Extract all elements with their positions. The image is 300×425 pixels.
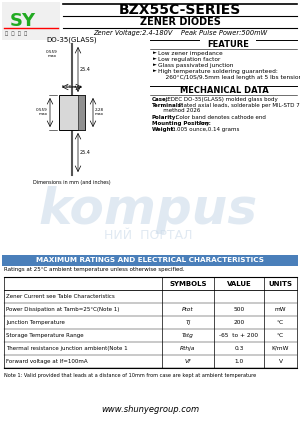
Text: °C: °C [277, 320, 284, 325]
Text: Dimensions in mm (and inches): Dimensions in mm (and inches) [33, 180, 111, 185]
Text: 500: 500 [233, 307, 244, 312]
Text: 0.559
max: 0.559 max [46, 50, 58, 58]
Text: Low zener impedance: Low zener impedance [158, 51, 223, 56]
Text: SYMBOLS: SYMBOLS [169, 280, 207, 286]
Text: Tstg: Tstg [182, 333, 194, 338]
Text: ►: ► [153, 62, 157, 68]
Text: MECHANICAL DATA: MECHANICAL DATA [180, 86, 268, 95]
Text: ►: ► [153, 51, 157, 56]
Text: www.shunyegroup.com: www.shunyegroup.com [101, 405, 199, 414]
Text: ►: ► [153, 57, 157, 62]
Text: Thermal resistance junction ambient(Note 1: Thermal resistance junction ambient(Note… [6, 346, 127, 351]
Bar [2, 255, 298, 266]
Bar [200, 40, 256, 49]
Text: Low regulation factor: Low regulation factor [158, 57, 220, 62]
Text: 25.4: 25.4 [80, 150, 91, 155]
Text: 260°C/10S/9.5mm lead length at 5 lbs tension: 260°C/10S/9.5mm lead length at 5 lbs ten… [158, 74, 300, 79]
Bar [59, 95, 85, 130]
Text: Polarity:: Polarity: [152, 114, 179, 119]
Text: V: V [278, 359, 283, 364]
Text: Plated axial leads, solderable per MIL-STD 750,: Plated axial leads, solderable per MIL-S… [177, 102, 300, 108]
Text: Zener Voltage:2.4-180V    Peak Pulse Power:500mW: Zener Voltage:2.4-180V Peak Pulse Power:… [93, 30, 267, 36]
Text: Tj: Tj [185, 320, 190, 325]
Text: Ptot: Ptot [182, 307, 194, 312]
Text: FEATURE: FEATURE [207, 40, 249, 49]
Text: Note 1: Valid provided that leads at a distance of 10mm from case are kept at am: Note 1: Valid provided that leads at a d… [4, 374, 256, 379]
Bar [78, 95, 85, 130]
Text: -65  to + 200: -65 to + 200 [219, 333, 259, 338]
Text: НИЙ  ПОРТАЛ: НИЙ ПОРТАЛ [104, 229, 192, 241]
Text: Ratings at 25°C ambient temperature unless otherwise specified.: Ratings at 25°C ambient temperature unle… [4, 267, 184, 272]
Text: °C: °C [277, 333, 284, 338]
Text: Junction Temperature: Junction Temperature [6, 320, 65, 325]
Text: 0.559
max: 0.559 max [36, 108, 48, 116]
Text: K/mW: K/mW [272, 346, 289, 351]
Text: 200: 200 [233, 320, 244, 325]
Text: Case:: Case: [152, 96, 169, 102]
Text: 盛  裕  科  技: 盛 裕 科 技 [5, 31, 27, 36]
Text: UNITS: UNITS [268, 280, 292, 286]
Text: SY: SY [10, 12, 36, 30]
Text: 2.28
max: 2.28 max [95, 108, 104, 116]
Text: BZX55C-SERIES: BZX55C-SERIES [119, 3, 241, 17]
Text: Rthja: Rthja [180, 346, 196, 351]
Text: Mounting Position:: Mounting Position: [152, 121, 211, 125]
Text: Color band denotes cathode end: Color band denotes cathode end [175, 114, 266, 119]
Text: Any: Any [197, 121, 209, 125]
Text: Vf: Vf [185, 359, 191, 364]
Text: 5.08 max: 5.08 max [62, 85, 82, 89]
Text: Weight:: Weight: [152, 127, 176, 131]
Text: Terminals:: Terminals: [152, 102, 184, 108]
Bar [188, 86, 260, 95]
Text: 25.4: 25.4 [80, 66, 91, 71]
Text: ►: ► [153, 68, 157, 74]
Text: Forward voltage at If=100mA: Forward voltage at If=100mA [6, 359, 88, 364]
Text: mW: mW [275, 307, 286, 312]
Text: Storage Temperature Range: Storage Temperature Range [6, 333, 84, 338]
Text: JEDEC DO-35(GLASS) molded glass body: JEDEC DO-35(GLASS) molded glass body [164, 96, 278, 102]
Text: DO-35(GLASS): DO-35(GLASS) [47, 37, 97, 43]
Bar [2, 2, 60, 40]
Text: VALUE: VALUE [226, 280, 251, 286]
Text: High temperature soldering guaranteed:: High temperature soldering guaranteed: [158, 68, 278, 74]
Text: 1.0: 1.0 [234, 359, 244, 364]
Text: MAXIMUM RATINGS AND ELECTRICAL CHARACTERISTICS: MAXIMUM RATINGS AND ELECTRICAL CHARACTER… [36, 258, 264, 264]
Text: kompus: kompus [38, 186, 258, 234]
Text: ZENER DIODES: ZENER DIODES [140, 17, 220, 27]
Text: Zener Current see Table Characteristics: Zener Current see Table Characteristics [6, 294, 115, 299]
Text: Power Dissipation at Tamb=25°C(Note 1): Power Dissipation at Tamb=25°C(Note 1) [6, 307, 119, 312]
Text: Glass passivated junction: Glass passivated junction [158, 62, 233, 68]
Text: method 2026: method 2026 [158, 108, 200, 113]
Text: 0.005 ounce,0.14 grams: 0.005 ounce,0.14 grams [169, 127, 239, 131]
Text: 0.3: 0.3 [234, 346, 244, 351]
